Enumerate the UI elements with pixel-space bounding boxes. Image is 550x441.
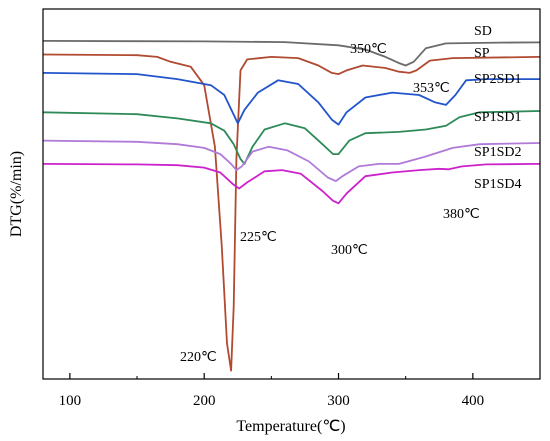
series-group xyxy=(42,40,541,372)
series-line-sd xyxy=(42,40,541,67)
annotation-220c: 220℃ xyxy=(180,350,217,365)
annotation-300c: 300℃ xyxy=(331,243,368,258)
series-line-sp xyxy=(42,53,541,372)
series-label-sd: SD xyxy=(474,24,492,39)
annotation-353c: 353℃ xyxy=(413,81,450,96)
series-label-sp1sd2: SP1SD2 xyxy=(474,145,521,160)
series-line-sp1sd2 xyxy=(42,139,541,182)
x-ticks: 100 200 300 400 xyxy=(59,373,541,409)
x-tick-label: 100 xyxy=(59,393,82,409)
plot-frame xyxy=(42,8,541,380)
series-label-sp1sd1: SP1SD1 xyxy=(474,110,521,125)
x-tick-label: 400 xyxy=(462,393,485,409)
series-label-sp: SP xyxy=(474,46,490,61)
x-tick-label: 200 xyxy=(193,393,216,409)
series-line-sp1sd4 xyxy=(42,163,541,205)
annotation-225c: 225℃ xyxy=(240,230,277,245)
series-line-sp2sd1 xyxy=(42,72,540,126)
x-tick-label: 300 xyxy=(327,393,350,409)
y-axis-title: DTG(%/min) xyxy=(8,151,25,237)
series-label-sp2sd1: SP2SD1 xyxy=(474,72,521,87)
series-line-sp1sd1 xyxy=(42,110,541,165)
annotation-380c: 380℃ xyxy=(443,207,480,222)
x-axis-title: Temperature(℃) xyxy=(236,418,345,435)
annotation-350c: 350℃ xyxy=(350,42,387,57)
series-label-sp1sd4: SP1SD4 xyxy=(474,177,521,192)
